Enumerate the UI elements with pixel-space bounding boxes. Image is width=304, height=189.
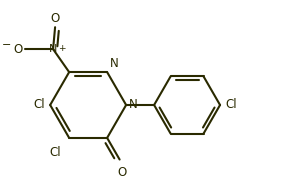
Text: Cl: Cl	[50, 146, 61, 159]
Text: Cl: Cl	[225, 98, 237, 112]
Text: O: O	[117, 166, 126, 179]
Text: O: O	[50, 12, 60, 25]
Text: N: N	[49, 44, 57, 54]
Text: −: −	[2, 40, 11, 50]
Text: +: +	[58, 44, 66, 53]
Text: O: O	[14, 43, 23, 56]
Text: N: N	[110, 57, 119, 70]
Text: Cl: Cl	[33, 98, 45, 112]
Text: N: N	[129, 98, 138, 112]
